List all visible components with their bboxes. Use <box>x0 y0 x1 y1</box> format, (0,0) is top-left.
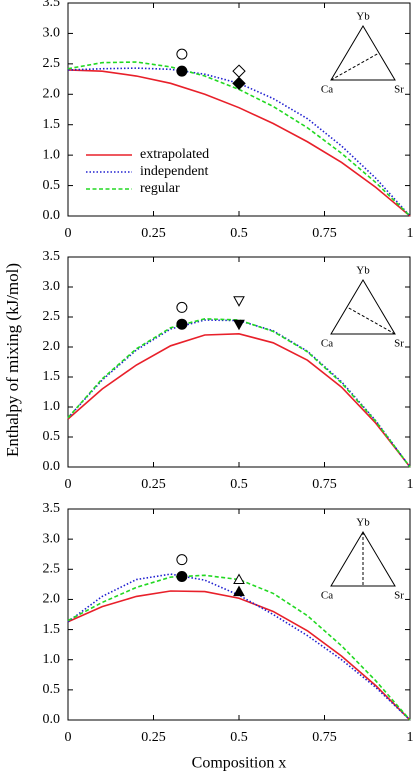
y-tick-label: 3.0 <box>43 531 61 546</box>
y-tick-label: 2.5 <box>43 309 61 324</box>
inset-label: Sr <box>394 84 404 96</box>
data-point <box>233 296 245 307</box>
y-tick-label: 1.0 <box>43 147 61 162</box>
legend-label: extrapolated <box>140 147 209 162</box>
x-tick-label: 0.75 <box>312 226 337 241</box>
x-tick-label: 0.25 <box>141 477 166 492</box>
y-tick-label: 1.5 <box>43 622 61 637</box>
data-point <box>232 76 246 91</box>
inset-label: Sr <box>394 590 404 602</box>
y-tick-label: 0.5 <box>43 178 61 193</box>
series-line <box>67 573 411 721</box>
plot-frame <box>67 508 411 721</box>
y-tick-label: 0.0 <box>43 459 61 474</box>
series-line <box>67 332 411 468</box>
inset-label: Yb <box>356 265 370 277</box>
x-tick-label: 0 <box>65 730 72 745</box>
legend-label: regular <box>140 181 180 196</box>
y-tick-label: 2.5 <box>43 56 61 71</box>
inset-label: Ca <box>321 590 333 602</box>
data-point <box>233 319 245 331</box>
y-tick-label: 1.0 <box>43 652 61 667</box>
x-tick-label: 0.25 <box>141 730 166 745</box>
y-tick-label: 2.5 <box>43 562 61 577</box>
inset-label: Yb <box>356 11 370 23</box>
x-tick-label: 0 <box>65 477 72 492</box>
inset-triangle <box>330 279 396 335</box>
plot-frame <box>67 256 411 468</box>
y-tick-label: 3.0 <box>43 279 61 294</box>
x-tick-label: 0.5 <box>230 226 248 241</box>
y-tick-label: 0.0 <box>43 208 61 223</box>
data-point <box>176 301 188 313</box>
data-point <box>232 64 246 78</box>
y-tick-label: 3.5 <box>43 249 61 264</box>
y-tick-label: 0.0 <box>43 712 61 727</box>
y-tick-label: 3.5 <box>43 0 61 10</box>
data-point <box>176 65 188 77</box>
data-point <box>176 48 188 60</box>
y-tick-label: 1.0 <box>43 399 61 414</box>
y-tick-label: 3.0 <box>43 26 61 41</box>
x-tick-label: 0.75 <box>312 730 337 745</box>
data-point <box>233 573 245 585</box>
inset-triangle <box>330 531 396 587</box>
x-tick-label: 0 <box>65 226 72 241</box>
series-line <box>67 574 411 721</box>
x-axis-label: Composition x <box>192 755 287 772</box>
y-tick-label: 2.0 <box>43 339 61 354</box>
y-tick-label: 1.5 <box>43 117 61 132</box>
y-tick-label: 0.5 <box>43 682 61 697</box>
data-point <box>233 585 245 597</box>
series-line <box>67 317 411 468</box>
y-tick-label: 2.0 <box>43 592 61 607</box>
x-tick-label: 1 <box>407 477 414 492</box>
series-line <box>67 69 411 217</box>
data-point <box>176 554 188 566</box>
series-line <box>67 319 411 468</box>
y-tick-label: 0.5 <box>43 429 61 444</box>
inset-dashed <box>346 306 396 335</box>
inset-label: Ca <box>321 338 333 350</box>
x-tick-label: 0.5 <box>230 730 248 745</box>
series-line <box>67 590 411 721</box>
y-axis-label: Enthalpy of mixing (kJ/mol) <box>3 263 22 457</box>
y-tick-label: 3.5 <box>43 501 61 516</box>
inset-dashed <box>330 52 380 81</box>
y-tick-label: 2.0 <box>43 87 61 102</box>
x-tick-label: 1 <box>407 226 414 241</box>
x-tick-label: 0.5 <box>230 477 248 492</box>
x-tick-label: 0.75 <box>312 477 337 492</box>
inset-label: Ca <box>321 84 333 96</box>
inset-triangle <box>330 25 396 81</box>
x-tick-label: 1 <box>407 730 414 745</box>
data-point <box>176 318 188 330</box>
x-tick-label: 0.25 <box>141 226 166 241</box>
plot-frame <box>67 2 411 217</box>
inset-label: Sr <box>394 338 404 350</box>
y-tick-label: 1.5 <box>43 369 61 384</box>
inset-label: Yb <box>356 517 370 529</box>
data-point <box>176 571 188 583</box>
legend-label: independent <box>140 164 209 179</box>
